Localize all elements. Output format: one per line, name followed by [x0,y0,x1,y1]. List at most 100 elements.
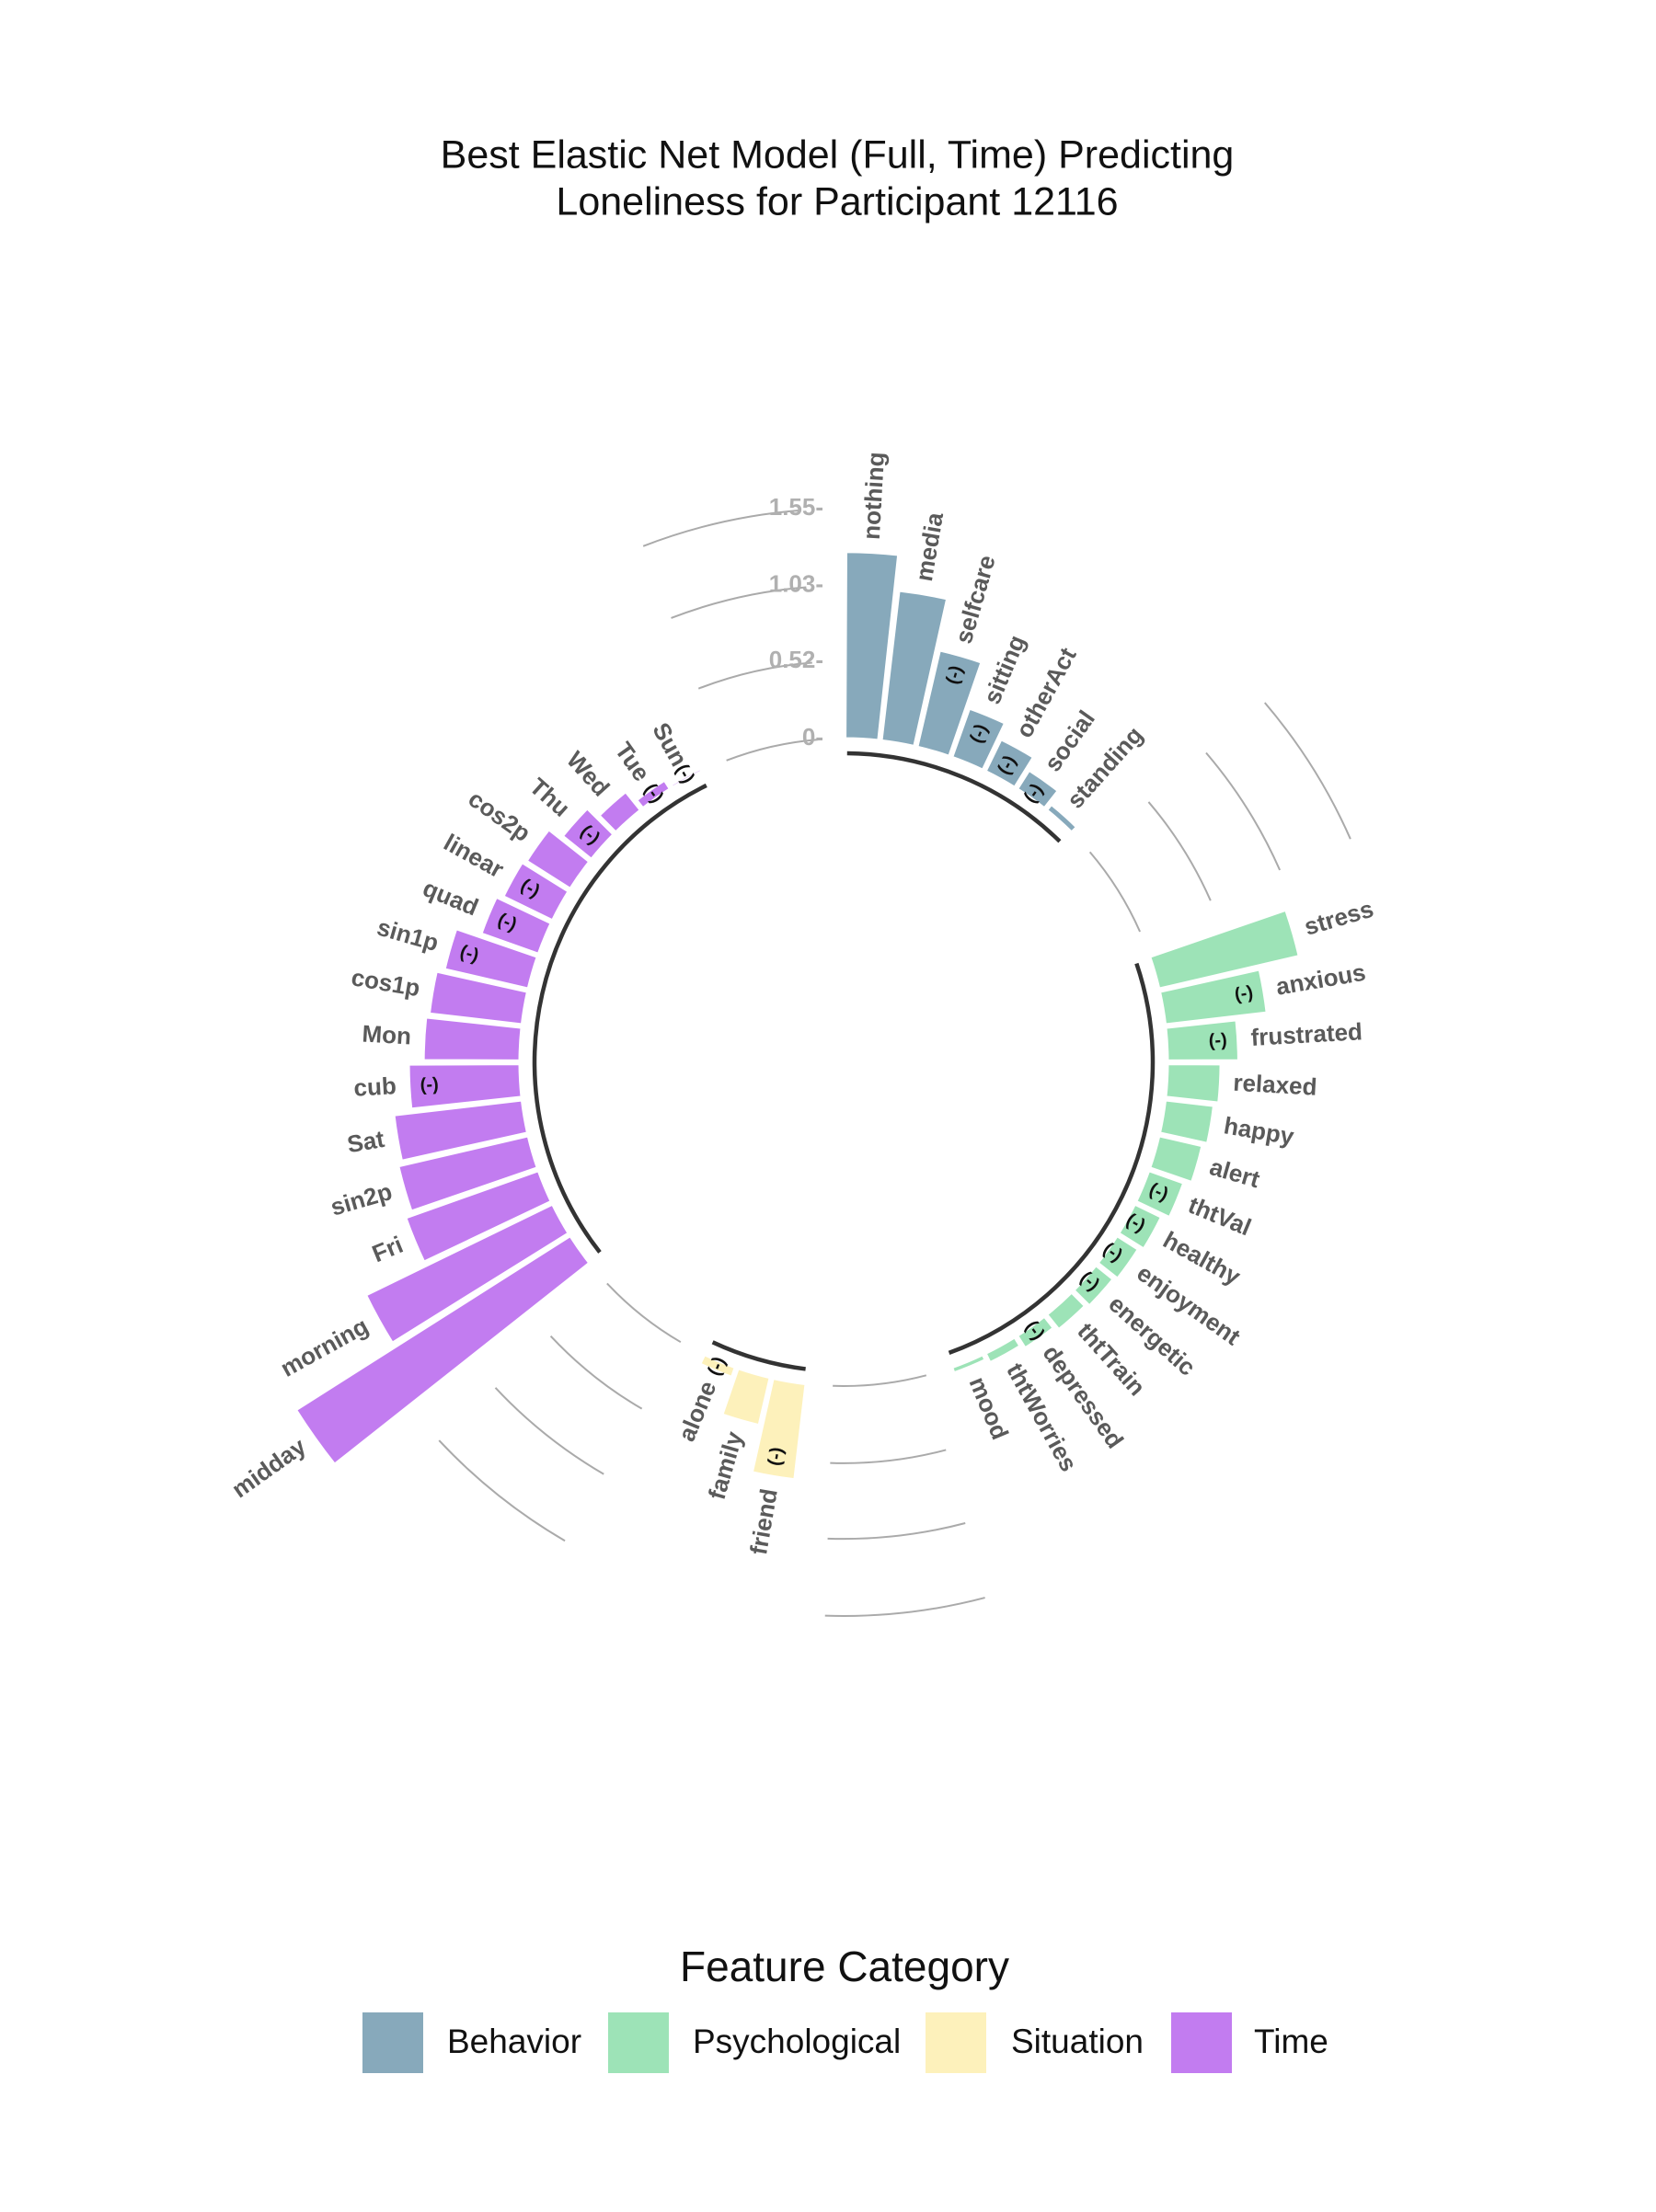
bar [1015,1314,1056,1350]
bar [1164,1018,1240,1062]
baseline-arc [711,1340,806,1371]
category-label: mood [964,1373,1015,1444]
bar [392,1098,530,1163]
bar [1071,1263,1116,1308]
legend-key [1171,2012,1232,2073]
bar [1015,768,1061,810]
sign-label: (-) [765,1446,788,1467]
category-label: cub [353,1072,397,1102]
category-label: Sat [345,1125,386,1158]
category-label: nothing [857,452,890,541]
bar [1116,1202,1164,1252]
bar [719,1366,772,1427]
legend-label: Behavior [447,2023,581,2060]
category-label: alone [673,1377,722,1445]
sign-label: (-) [1208,1030,1227,1051]
legend-title: Feature Category [680,1943,1009,1990]
bar [750,1376,808,1482]
chart-title: Loneliness for Participant 12116 [556,179,1118,223]
bar [1096,1233,1141,1281]
category-label: sin1p [374,913,443,957]
category-label: media [910,510,949,583]
bar [1147,1134,1204,1185]
category-label: thtVal [1184,1191,1255,1242]
category-label: sin2p [328,1177,396,1221]
legend-key [926,2012,986,2073]
bar [421,1015,523,1062]
category-label: family [703,1428,749,1503]
sign-label: (-) [1233,982,1254,1005]
bar [1157,968,1269,1026]
bar [1044,1289,1087,1332]
category-label: Thu [524,773,576,822]
grid-arc [671,586,807,619]
category-label: selfcare [949,552,1001,647]
category-label: midday [226,1432,311,1503]
category-label: quad [419,874,482,921]
grid-arc [1205,751,1282,871]
y-tick-label: 0- [802,723,823,751]
category-label: Tue [610,737,656,785]
category-label: alert [1207,1152,1263,1193]
legend-label: Time [1254,2023,1328,2060]
y-tick-label: 0.52- [769,646,823,673]
grid-arc [549,1335,643,1410]
category-label: cos1p [350,963,422,1002]
bar [363,1202,571,1346]
bar [949,706,1007,773]
category-label: happy [1222,1111,1296,1150]
bar [407,1062,523,1111]
category-label: Fri [368,1231,407,1267]
category-label: relaxed [1233,1069,1318,1101]
sign-label: (-) [420,1074,439,1095]
bar [949,1352,988,1375]
bar [443,926,540,991]
grid-arc [1088,851,1142,933]
y-tick-label: 1.55- [769,493,823,521]
grid-arc [830,1449,947,1464]
bar [596,789,643,835]
grid-arc [642,509,800,547]
grid-arc [1147,801,1212,901]
grid-arc [833,1374,927,1387]
category-label: Mon [362,1020,412,1050]
bar [560,806,616,862]
grid-arc [438,1439,566,1542]
bar [1147,908,1301,991]
legend-label: Situation [1011,2023,1144,2060]
bar [524,827,592,891]
category-label: anxious [1274,958,1368,1001]
bar [634,778,673,810]
chart-title: Best Elastic Net Model (Full, Time) Pred… [441,132,1235,177]
category-label: Wed [561,746,615,802]
bar [479,895,554,957]
bar [697,1352,738,1380]
category-label: friend [744,1486,783,1556]
bar [1044,802,1079,835]
legend-label: Psychological [693,2023,901,2060]
legend-key [608,2012,669,2073]
bar [403,1168,554,1265]
bar [293,1233,592,1467]
bar [427,969,530,1026]
bar [983,1335,1022,1365]
grid-arc [494,1387,604,1475]
bar [915,648,983,759]
category-label: stress [1301,895,1376,941]
bar [1164,1062,1223,1105]
bar [1157,1098,1216,1146]
baseline-arc [948,962,1156,1355]
bar [397,1134,540,1213]
grid-arc [726,739,819,762]
baseline-arc [532,783,707,1254]
bar [1133,1168,1186,1220]
grid-arc [827,1522,966,1541]
grid-arc [697,661,812,690]
bar [500,860,571,923]
bar [844,550,901,742]
category-label: linear [439,829,508,884]
bar [880,589,949,749]
category-label: frustrated [1250,1017,1363,1051]
